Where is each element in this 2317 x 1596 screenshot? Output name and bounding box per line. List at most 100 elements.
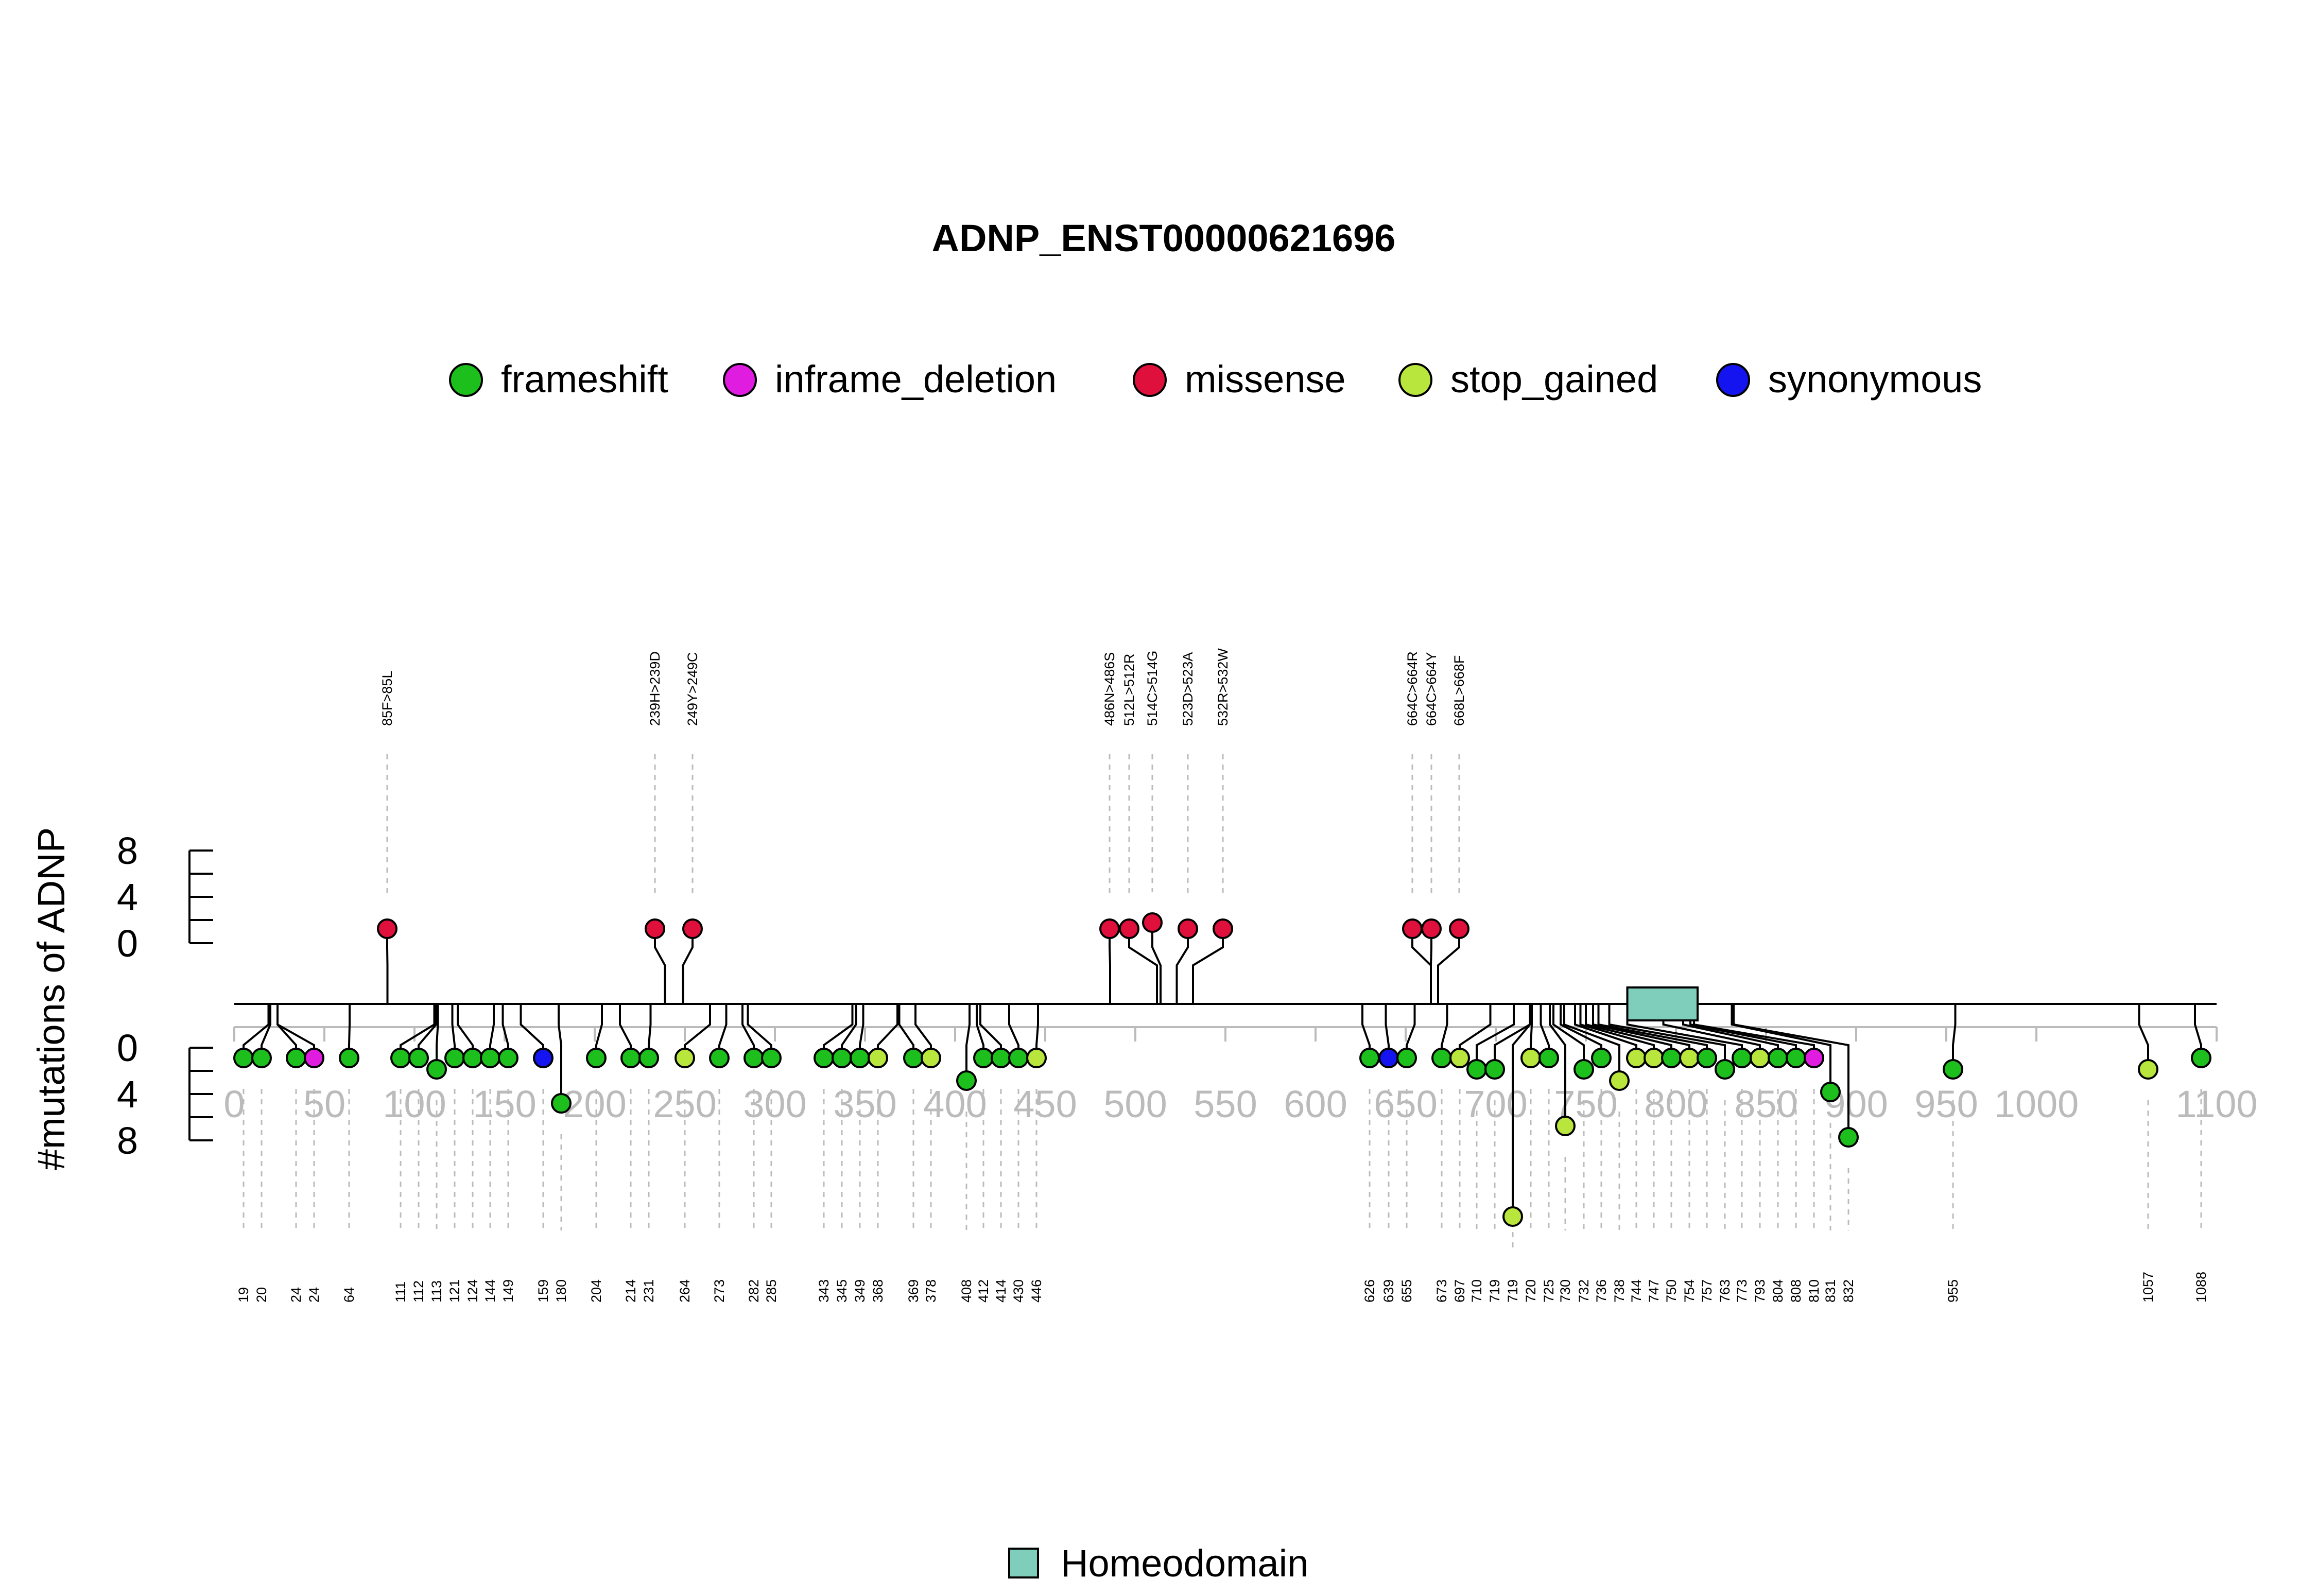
lollipop-head-missense xyxy=(682,918,703,939)
x-tick-label: 200 xyxy=(563,1083,626,1125)
mutation-label: 773 xyxy=(1734,1279,1750,1303)
lollipop-head-frameshift xyxy=(991,1048,1011,1068)
lollipop-head-missense xyxy=(1142,912,1163,933)
legend-label-synonymous: synonymous xyxy=(1768,358,1982,401)
mutation-label: 832 xyxy=(1841,1279,1856,1303)
lollipop-head-missense xyxy=(1449,918,1469,939)
legend-label-frameshift: frameshift xyxy=(501,358,668,401)
lollipop-head-inframe_deletion xyxy=(1804,1048,1824,1068)
lollipop-head-frameshift xyxy=(2191,1048,2211,1068)
legend: frameshift inframe_deletion missense stop_g… xyxy=(449,358,1982,401)
x-tick-label: 800 xyxy=(1644,1083,1707,1125)
lollipop-head-stop_gained xyxy=(1609,1070,1630,1091)
lollipop-head-stop_gained xyxy=(1679,1048,1700,1068)
mutation-label: 144 xyxy=(482,1279,498,1303)
lollipop-stem xyxy=(1552,1004,1585,1069)
legend-swatch-inframe_deletion xyxy=(723,363,757,397)
mutation-label: 512L>512R xyxy=(1121,654,1137,726)
mutation-label: 532R>532W xyxy=(1215,648,1231,726)
y-tick-label: 0 xyxy=(117,1027,138,1069)
mutation-label: 378 xyxy=(923,1279,939,1303)
lollipop-head-missense xyxy=(1213,918,1233,939)
mutation-label: 664C>664Y xyxy=(1424,652,1439,726)
lollipop-head-frameshift xyxy=(390,1048,411,1068)
x-tick-label: 300 xyxy=(743,1083,806,1125)
lollipop-head-frameshift xyxy=(1768,1048,1788,1068)
lollipop-head-frameshift xyxy=(1715,1059,1735,1080)
lollipop-stem xyxy=(654,929,666,1004)
lollipop-stem xyxy=(965,1004,971,1081)
lollipop-head-stop_gained xyxy=(2138,1059,2158,1080)
lollipop-head-missense xyxy=(1119,918,1139,939)
lollipop-stem xyxy=(1608,1004,1726,1069)
y-axis-label: #mutations of ADNP xyxy=(30,827,73,1170)
mutation-label: 264 xyxy=(677,1279,693,1303)
y-tick-label: 0 xyxy=(117,922,138,965)
mutation-label: 369 xyxy=(906,1279,921,1303)
mutation-label: 486N>486S xyxy=(1102,652,1117,726)
lollipop-stem xyxy=(1549,1004,1566,1126)
mutation-label: 231 xyxy=(641,1279,656,1303)
mutation-label: 664C>664R xyxy=(1405,651,1420,726)
lollipop-head-missense xyxy=(1421,918,1442,939)
lollipop-head-frameshift xyxy=(1431,1048,1452,1068)
lollipop-head-synonymous xyxy=(1378,1048,1399,1068)
legend-label-stop_gained: stop_gained xyxy=(1450,358,1658,401)
lollipop-head-frameshift xyxy=(1538,1048,1559,1068)
lollipop-head-frameshift xyxy=(480,1048,500,1068)
lollipop-head-frameshift xyxy=(743,1048,764,1068)
lollipop-head-stop_gained xyxy=(1520,1048,1541,1068)
mutation-label: 408 xyxy=(959,1279,974,1303)
mutation-label: 639 xyxy=(1381,1279,1396,1303)
mutation-label: 793 xyxy=(1752,1279,1768,1303)
mutation-label: 730 xyxy=(1558,1279,1573,1303)
lollipop-stem xyxy=(1476,1004,1515,1069)
x-tick-label: 500 xyxy=(1103,1083,1167,1125)
mutation-label: 808 xyxy=(1788,1279,1804,1303)
domain-legend: Homeodomain xyxy=(1008,1542,1308,1585)
mutation-label: 446 xyxy=(1029,1279,1044,1303)
lollipop-head-stop_gained xyxy=(1449,1048,1470,1068)
y-tick-label: 8 xyxy=(117,1119,138,1162)
lollipop-head-frameshift xyxy=(1786,1048,1806,1068)
legend-label-inframe_deletion: inframe_deletion xyxy=(775,358,1057,401)
x-tick-label: 950 xyxy=(1914,1083,1978,1125)
y-axis-bottom: 048 xyxy=(117,1027,213,1162)
lollipop-head-frameshift xyxy=(1396,1048,1417,1068)
mutation-label: 1057 xyxy=(2140,1272,2156,1303)
mutation-label: 747 xyxy=(1646,1279,1662,1303)
mutation-label: 249Y>249C xyxy=(685,652,700,726)
lollipop-head-frameshift xyxy=(251,1048,272,1068)
lollipop-head-stop_gained xyxy=(1026,1048,1047,1068)
x-tick-label: 450 xyxy=(1013,1083,1077,1125)
mutation-label: 112 xyxy=(411,1280,426,1303)
lollipop-head-missense xyxy=(1402,918,1423,939)
y-tick-label: 4 xyxy=(117,876,138,918)
lollipop-head-frameshift xyxy=(462,1048,483,1068)
lollipop-stem xyxy=(1731,1004,1831,1092)
mutation-label: 720 xyxy=(1523,1279,1538,1303)
lollipop-head-stop_gained xyxy=(1555,1116,1576,1136)
lollipop-head-frameshift xyxy=(233,1048,254,1068)
mutation-label: 626 xyxy=(1362,1279,1377,1303)
lollipop-stem xyxy=(1192,929,1224,1004)
x-tick-label: 350 xyxy=(833,1083,896,1125)
mutation-label: 744 xyxy=(1629,1279,1644,1303)
mutation-label: 514C>514G xyxy=(1145,651,1160,726)
lollipop-head-frameshift xyxy=(903,1048,924,1068)
lollipop-head-missense xyxy=(1099,918,1120,939)
mutation-label: 214 xyxy=(623,1279,638,1303)
mutation-label: 368 xyxy=(870,1279,886,1303)
lollipop-stem xyxy=(1151,923,1162,1004)
lollipop-head-stop_gained xyxy=(1502,1206,1523,1227)
y-tick-label: 8 xyxy=(117,829,138,872)
lollipop-head-stop_gained xyxy=(1644,1048,1664,1068)
lollipop-head-inframe_deletion xyxy=(304,1048,324,1068)
mutation-label: 430 xyxy=(1011,1279,1026,1303)
legend-swatch-synonymous xyxy=(1716,363,1750,397)
mutation-label: 763 xyxy=(1717,1279,1733,1303)
lollipop-head-missense xyxy=(1178,918,1198,939)
mutation-label: 738 xyxy=(1612,1279,1627,1303)
lower-lollipops: 19 20 24 24 64 111 112 113 121 124 144 149 159 180 204… xyxy=(233,1004,2211,1303)
